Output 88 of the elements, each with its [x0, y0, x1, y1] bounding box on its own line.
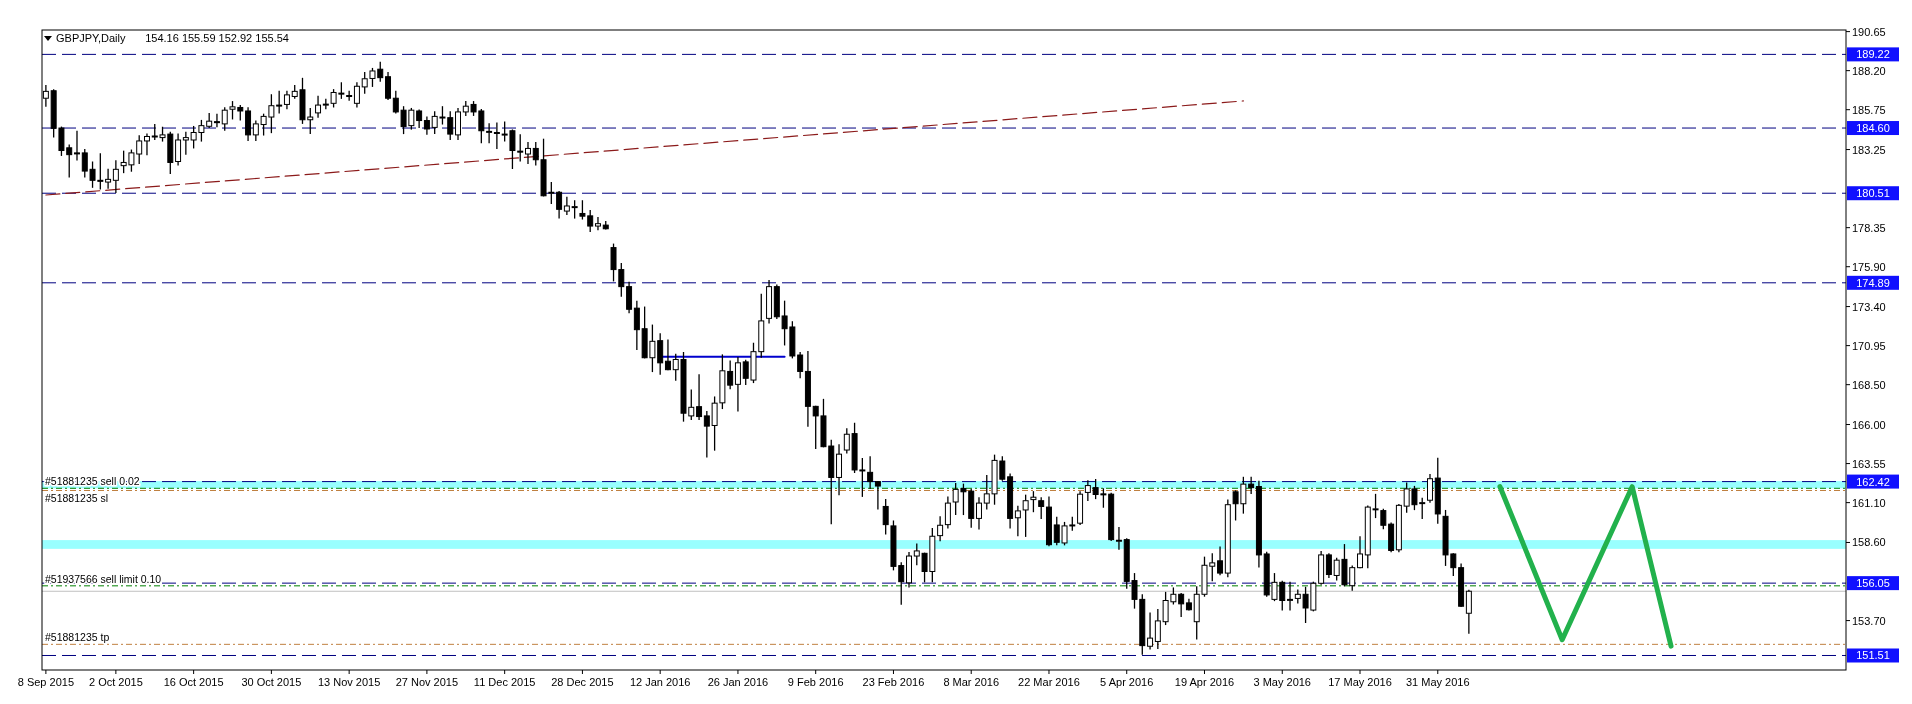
y-tick-label: 168.50 — [1852, 378, 1886, 391]
x-tick-label: 23 Feb 2016 — [862, 676, 925, 688]
x-tick-label: 27 Nov 2015 — [395, 676, 459, 688]
candlestick — [221, 107, 228, 131]
x-tick-label: 9 Feb 2016 — [787, 676, 844, 688]
candlestick — [1030, 491, 1037, 513]
ref-line-label: 151.51 — [1856, 649, 1890, 662]
candlestick — [525, 142, 531, 164]
x-tick-label: 2 Oct 2015 — [88, 676, 143, 688]
y-tick-label: 188.20 — [1852, 64, 1886, 77]
y-tick-label: 175.90 — [1852, 260, 1886, 273]
candlestick — [1465, 589, 1472, 634]
y-tick-label: 170.95 — [1852, 339, 1886, 352]
x-tick-label: 8 Mar 2016 — [943, 676, 1000, 688]
candlestick — [1380, 508, 1387, 530]
candlestick — [867, 456, 874, 490]
ref-line-label: 189.22 — [1856, 48, 1890, 61]
y-tick-label: 161.10 — [1852, 496, 1886, 509]
y-tick-label: 190.65 — [1852, 25, 1886, 38]
ref-line-label: 174.89 — [1856, 276, 1890, 289]
ref-line-label: 162.42 — [1856, 475, 1890, 488]
y-tick-label: 163.55 — [1852, 457, 1886, 470]
candlestick — [1115, 527, 1122, 550]
candlestick — [486, 123, 493, 144]
candlestick — [874, 480, 881, 510]
candlestick — [836, 444, 843, 496]
candlestick — [1217, 546, 1224, 576]
candlestick — [455, 107, 461, 140]
candlestick — [175, 133, 182, 166]
candlestick — [245, 107, 252, 141]
ref-line-label: 156.05 — [1856, 577, 1890, 590]
x-tick-label: 28 Dec 2015 — [551, 676, 614, 688]
x-tick-label: 11 Dec 2015 — [473, 676, 536, 688]
candlestick — [346, 90, 353, 101]
x-tick-label: 31 May 2016 — [1405, 676, 1470, 688]
chart-title: GBPJPY,Daily — [56, 32, 126, 44]
candlestick — [1038, 497, 1045, 520]
ref-line-label: 184.60 — [1856, 122, 1890, 135]
x-tick-label: 30 Oct 2015 — [241, 676, 302, 688]
ref-line-label: #51881235 tp — [45, 631, 110, 644]
y-tick-label: 158.60 — [1852, 536, 1886, 549]
chart-subtitle: 154.16 155.59 152.92 155.54 — [145, 32, 289, 44]
candlestick — [1325, 553, 1332, 578]
candlestick — [976, 497, 982, 530]
candlestick — [882, 498, 889, 535]
x-tick-label: 3 May 2016 — [1253, 676, 1311, 688]
y-tick-label: 153.70 — [1852, 614, 1886, 627]
candlestick — [74, 130, 80, 161]
y-tick-label: 173.40 — [1852, 300, 1886, 313]
candlestick — [556, 190, 563, 219]
x-tick-label: 8 Sep 2015 — [17, 676, 75, 688]
x-tick-label: 12 Jan 2016 — [629, 676, 691, 688]
candlestick — [734, 357, 741, 412]
candlestick — [594, 216, 601, 231]
candlestick — [626, 281, 633, 314]
candlestick — [1427, 473, 1433, 503]
ref-line-label: #51937566 sell limit 0.10 — [45, 572, 162, 585]
candlestick — [563, 196, 570, 216]
x-tick-label: 19 Apr 2016 — [1174, 676, 1235, 688]
candlestick — [112, 160, 119, 193]
y-tick-label: 185.75 — [1852, 103, 1886, 116]
ref-line-label: #51881235 sl — [45, 491, 109, 504]
candlestick — [944, 496, 951, 529]
y-tick-label: 178.35 — [1852, 221, 1886, 234]
candlestick — [937, 516, 944, 542]
candlestick — [664, 339, 671, 371]
candlestick — [1357, 536, 1363, 569]
candlestick — [1022, 494, 1029, 537]
y-tick-label: 183.25 — [1852, 143, 1886, 156]
candlestick — [353, 82, 360, 108]
candlestick — [696, 374, 703, 420]
ref-line-label: 180.51 — [1856, 187, 1890, 200]
candlestick — [1014, 505, 1021, 537]
x-tick-label: 16 Oct 2015 — [163, 676, 224, 688]
candlestick — [385, 71, 392, 100]
candlestick — [105, 168, 112, 189]
candlestick — [213, 113, 220, 128]
y-tick-label: 166.00 — [1852, 418, 1886, 431]
candlestick — [1287, 581, 1294, 611]
x-tick-label: 17 May 2016 — [1328, 676, 1392, 688]
x-tick-label: 13 Nov 2015 — [317, 676, 381, 688]
candlestick — [315, 95, 322, 118]
x-tick-label: 26 Jan 2016 — [707, 676, 769, 688]
x-tick-label: 22 Mar 2016 — [1018, 676, 1080, 688]
candlestick — [1147, 612, 1154, 650]
candlestick — [493, 122, 500, 150]
x-tick-label: 5 Apr 2016 — [1100, 676, 1154, 688]
candlestick — [143, 133, 150, 156]
